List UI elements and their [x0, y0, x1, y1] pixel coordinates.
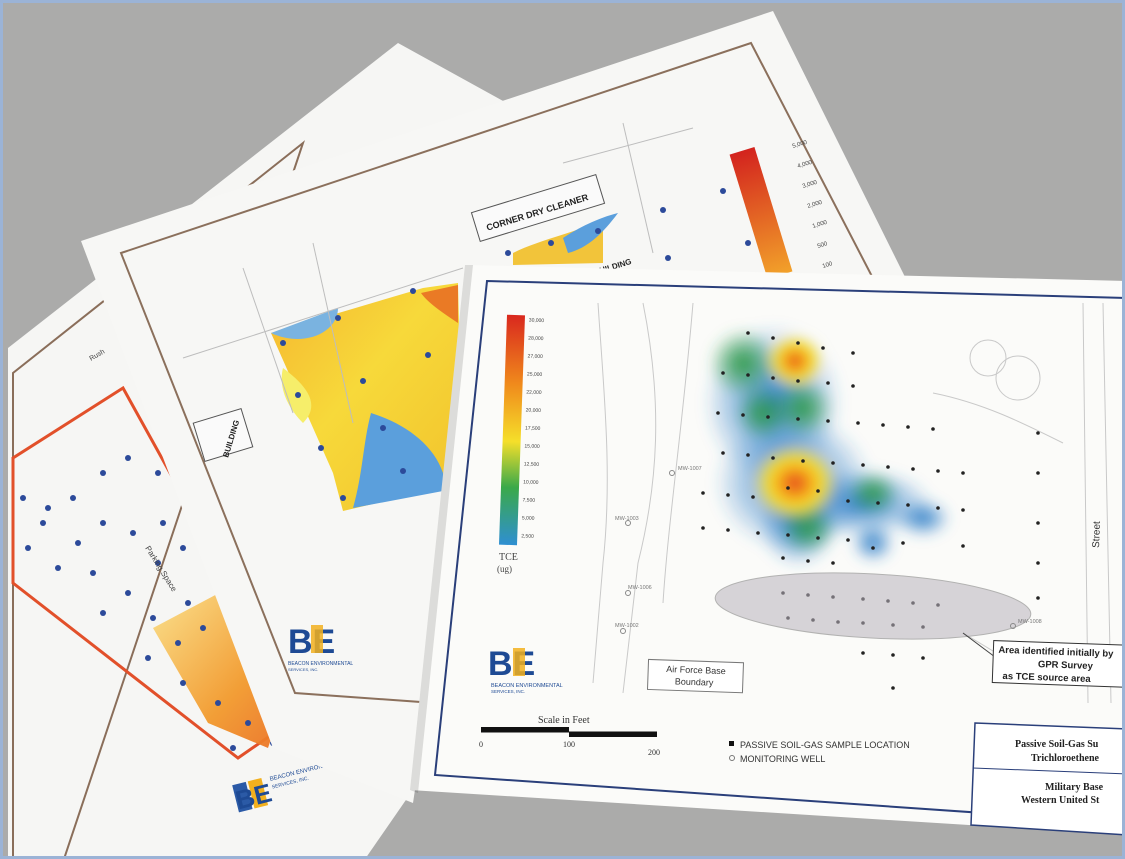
svg-text:100: 100	[822, 261, 834, 270]
well-label: MW-1006	[628, 585, 652, 591]
front-map-wells: MW-1007 MW-1003 MW-1006 MW-1002 MW-1008	[615, 466, 1042, 634]
front-map-annotation-2: GPR Survey	[1038, 659, 1094, 672]
front-map-boundary-box	[646, 658, 745, 694]
svg-text:200: 200	[648, 748, 660, 757]
middle-logo-company-1: BEACON ENVIRONMENTAL	[288, 661, 353, 667]
front-map-legend-unit-1: TCE	[499, 552, 518, 563]
site-line-1: Military Base	[1045, 782, 1104, 793]
svg-text:100: 100	[563, 740, 575, 749]
legend-item-monitoring-well: MONITORING WELL	[740, 754, 825, 764]
title-line-2: Trichloroethene	[1031, 753, 1100, 764]
front-map-legend-labels: 30,000 28,000 27,000 25,000 22,000 20,00…	[521, 318, 544, 540]
svg-text:1,000: 1,000	[812, 220, 829, 230]
svg-text:22,000: 22,000	[526, 389, 542, 396]
svg-text:15,000: 15,000	[524, 443, 540, 450]
front-map-boundary-1: Air Force Base	[666, 664, 726, 676]
svg-text:28,000: 28,000	[528, 336, 544, 343]
photo-scene: Parking Space Rush BE BEACON ENVIRONMENT…	[3, 3, 1122, 856]
scale-title: Scale in Feet	[538, 715, 590, 726]
front-map-legend-bar	[498, 314, 526, 546]
middle-map-sample-points	[280, 188, 751, 501]
svg-text:17,500: 17,500	[525, 425, 541, 432]
title-line-1: Passive Soil-Gas Su	[1015, 739, 1099, 750]
front-map-symbol-legend: PASSIVE SOIL-GAS SAMPLE LOCATION MONITOR…	[729, 740, 910, 764]
front-map-annotation-1: Area identified initially by	[998, 645, 1114, 660]
svg-text:2,500: 2,500	[521, 533, 534, 539]
front-map-sheet: Area identified initially by GPR Survey …	[410, 265, 1122, 836]
svg-text:30,000: 30,000	[529, 318, 545, 325]
legend-item-sample-location: PASSIVE SOIL-GAS SAMPLE LOCATION	[740, 740, 910, 750]
svg-text:5,000: 5,000	[792, 140, 809, 150]
front-map-logo: BE BEACON ENVIRONMENTAL SERVICES, INC.	[488, 645, 563, 694]
front-map-boundary-2: Boundary	[675, 676, 714, 687]
svg-text:4,000: 4,000	[797, 160, 814, 170]
svg-text:27,000: 27,000	[527, 354, 543, 361]
middle-map-legend-bar	[729, 147, 793, 279]
front-map-annotation-3: as TCE source area	[1002, 671, 1091, 685]
front-map-source-area	[714, 572, 1032, 640]
front-map-legend-unit-2: (ug)	[497, 564, 512, 574]
svg-text:2,000: 2,000	[807, 200, 824, 210]
back-map-sample-points	[20, 455, 276, 751]
well-label: MW-1003	[615, 516, 639, 522]
well-label: MW-1002	[615, 623, 639, 629]
front-map-street-label: Street	[1091, 521, 1103, 548]
front-logo-letters: BE	[488, 645, 535, 683]
front-logo-company-2: SERVICES, INC.	[491, 689, 525, 694]
front-map-title-block: Passive Soil-Gas Su Trichloroethene Mili…	[970, 722, 1122, 836]
front-map-scale-bar: Scale in Feet 0 100 200	[479, 715, 660, 757]
well-label: MW-1007	[678, 466, 702, 472]
front-logo-company-1: BEACON ENVIRONMENTAL	[491, 683, 563, 689]
svg-text:12,500: 12,500	[524, 461, 540, 468]
svg-text:500: 500	[817, 241, 829, 250]
front-map-annotation-box	[991, 640, 1122, 688]
svg-text:0: 0	[479, 740, 483, 749]
well-label: MW-1008	[1018, 619, 1042, 625]
svg-text:10,000: 10,000	[523, 479, 539, 486]
site-line-2: Western United St	[1021, 795, 1100, 806]
svg-text:20,000: 20,000	[526, 407, 542, 414]
svg-text:5,000: 5,000	[522, 515, 535, 521]
middle-map-legend-labels: 5,000 4,000 3,000 2,000 1,000 500 100	[792, 140, 834, 270]
svg-text:7,500: 7,500	[522, 497, 535, 503]
svg-text:25,000: 25,000	[527, 371, 543, 378]
svg-text:3,000: 3,000	[802, 180, 819, 190]
middle-logo-company-2: SERVICES, INC.	[288, 667, 318, 672]
middle-map-logo: BE BEACON ENVIRONMENTAL SERVICES, INC.	[288, 623, 353, 672]
